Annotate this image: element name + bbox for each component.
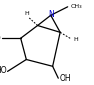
Text: CH₃: CH₃	[70, 4, 82, 9]
Text: N: N	[48, 10, 54, 19]
Text: OH: OH	[59, 74, 71, 83]
Text: H: H	[73, 37, 78, 42]
Text: H: H	[24, 11, 29, 16]
Text: HO: HO	[0, 34, 1, 43]
Text: HO: HO	[0, 66, 7, 75]
